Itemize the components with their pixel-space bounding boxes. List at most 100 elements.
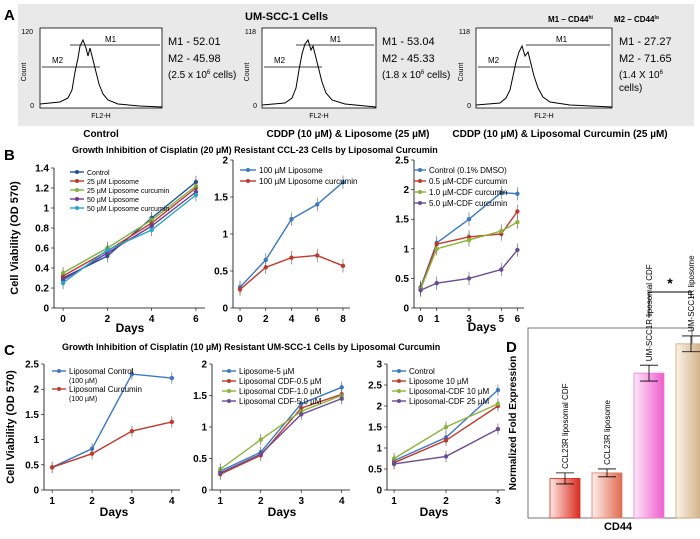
legend-label: Control (0.1% DMSO) <box>429 166 507 175</box>
y-tick-label: 0.8 <box>35 224 49 235</box>
series-line <box>62 185 197 274</box>
panel-b-title: Growth Inhibition of Cisplatin (20 µM) R… <box>72 145 438 155</box>
series-100-m-liposome <box>237 175 346 294</box>
data-point <box>218 470 223 476</box>
y-tick-label: 1.4 <box>35 164 49 175</box>
histogram-ymin: 0 <box>467 103 471 110</box>
legend-marker <box>75 197 79 201</box>
data-point <box>60 280 66 286</box>
legend-marker <box>397 399 401 403</box>
legend-marker <box>418 179 422 183</box>
m2-percent: M2 - 71.65 <box>619 53 672 65</box>
y-tick-label: 1.5 <box>395 215 409 226</box>
panel-a-title: UM-SCC-1 Cells <box>245 11 328 23</box>
legend-label: 50 µM Liposome <box>87 197 139 204</box>
x-tick-label: 0 <box>418 314 424 325</box>
series-1-0-m-cdf-curcumin <box>418 215 520 296</box>
legend-label: Liposomal CDF-1.0 µM <box>239 387 322 396</box>
series-line <box>62 187 197 277</box>
x-tick-label: 1 <box>217 496 223 507</box>
y-tick-label: 1.5 <box>25 410 39 421</box>
x-tick-label: 3 <box>466 314 472 325</box>
histogram-cddp-liposome: 118 0 Count FL2-H M1 M2 M1 - 53.04 M2 - … <box>244 27 450 140</box>
x-tick-label: 0 <box>60 314 66 325</box>
x-tick-label: 6 <box>515 314 521 325</box>
gate-m1-label: M1 <box>556 35 568 44</box>
data-point <box>499 228 504 234</box>
x-tick-label: 3 <box>129 496 135 507</box>
legend-label: Liposome 10 µM <box>409 377 469 386</box>
data-point <box>105 247 110 253</box>
data-point <box>466 217 472 222</box>
x-tick-label: 3 <box>495 496 501 507</box>
x-tick-label: 4 <box>289 314 295 325</box>
data-point <box>434 280 439 286</box>
y-tick-label: 2.5 <box>368 381 382 392</box>
legend-marker <box>418 201 422 205</box>
y-tick-label: 1 <box>222 230 228 241</box>
data-point <box>49 465 55 470</box>
panel-a-legend-m2: M2 – CD44lo <box>614 15 659 24</box>
data-point <box>339 385 344 390</box>
x-axis-label: Days <box>468 320 497 334</box>
gate-m2-label: M2 <box>274 56 286 65</box>
histogram-frame <box>39 27 163 109</box>
y-tick-label: 2.5 <box>25 360 39 371</box>
x-tick-label: 5 <box>498 314 504 325</box>
histogram-trace <box>475 44 613 108</box>
data-point <box>418 288 423 293</box>
legend-marker <box>75 188 79 192</box>
gate-m1-label: M1 <box>330 35 342 44</box>
legend-marker <box>397 379 401 383</box>
cell-count: (2.5 x 106 cells) <box>168 70 236 81</box>
y-tick-label: 0.5 <box>214 267 228 278</box>
histogram-ymax: 120 <box>21 29 33 36</box>
data-point <box>169 419 175 425</box>
data-point <box>263 257 268 263</box>
legend-label: Liposomal-CDF 10 µM <box>409 387 490 396</box>
data-point <box>60 270 66 276</box>
legend-label: 25 µM Liposome <box>87 179 139 186</box>
x-tick-label: 4 <box>339 496 345 507</box>
y-tick-label: 0 <box>33 486 39 497</box>
m1-percent: M1 - 52.01 <box>168 36 221 48</box>
histogram-ymax: 118 <box>459 29 470 36</box>
data-point <box>499 267 504 272</box>
series-5-0-m-cdf-curcumin <box>418 243 520 297</box>
y-tick-label: 2 <box>33 385 39 396</box>
y-tick-label: 0.5 <box>395 274 409 285</box>
x-axis-label: Days <box>268 505 297 519</box>
legend-marker <box>227 399 231 403</box>
data-point <box>499 190 504 195</box>
x-tick-label: 8 <box>340 314 346 325</box>
y-tick-label: 1.5 <box>368 423 382 434</box>
legend-label: Liposomal Curcumin <box>69 385 142 394</box>
histogram-caption: CDDP (10 µM) & Liposomal Curcumin (25 µM… <box>452 129 667 140</box>
panel-label-c: C <box>4 342 15 359</box>
bar-category-label: CCL23R liposome <box>603 399 612 464</box>
data-point <box>340 180 346 185</box>
data-point <box>289 217 294 222</box>
x-tick-label: 6 <box>193 314 199 325</box>
panel-label-d: D <box>506 339 517 356</box>
y-tick-label: 2 <box>376 402 382 413</box>
x-axis-label: Days <box>100 505 129 519</box>
data-point <box>315 202 320 207</box>
bar-category-label: UM-SCC1R liposomal CDF <box>645 264 654 361</box>
panel-label-a: A <box>4 7 15 24</box>
legend-marker <box>227 369 231 373</box>
data-point <box>237 287 243 292</box>
y-tick-label: 2 <box>222 156 228 167</box>
gate-m1-label: M1 <box>105 35 117 44</box>
y-tick-label: 0.5 <box>25 460 39 471</box>
bar <box>675 343 700 519</box>
panel-label-b: B <box>4 147 15 164</box>
histogram-xlabel: FL2-H <box>309 113 328 120</box>
y-tick-label: 1 <box>33 435 39 446</box>
y-tick-label: 0.6 <box>35 244 49 255</box>
x-tick-label: 1 <box>391 496 397 507</box>
